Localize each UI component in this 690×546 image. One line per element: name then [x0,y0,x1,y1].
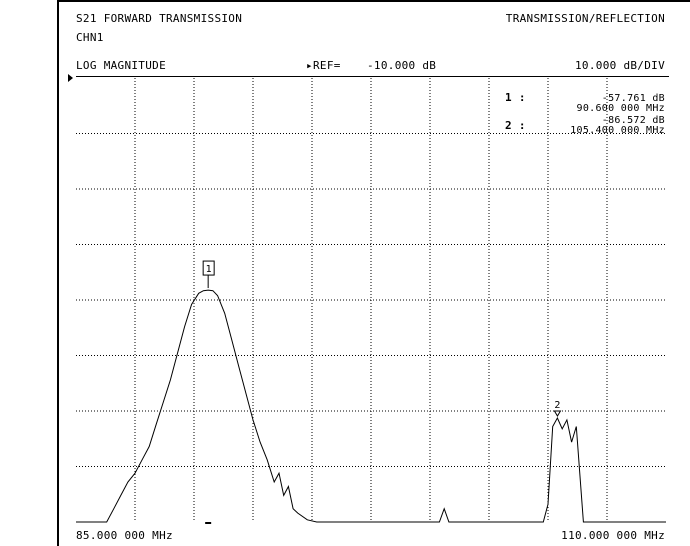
ref-value: -10.000 dB [367,59,437,72]
trace-line [76,289,666,523]
marker-2-number: 2 [554,400,560,411]
stop-frequency: 110.000 000 MHz [561,529,665,542]
marker-1-number: 1 [206,264,212,275]
marker-2-pointer [553,410,562,417]
marker-2-label: 2 : [505,119,526,132]
marker-1-label: 1 : [505,91,526,104]
marker-1-value: -57.761 dB [601,93,665,104]
header-separator [76,76,669,77]
title-left: S21 FORWARD TRANSMISSION [76,12,243,25]
marker-1-freq: 90.600 000 MHz [576,103,665,114]
format-label: LOG MAGNITUDE [76,59,166,72]
ref-label: REF= [313,59,341,72]
channel-label: CHN1 [76,31,104,44]
title-right: TRANSMISSION/REFLECTION [505,12,665,25]
frame-top-border [57,0,690,2]
ref-position-icon [68,74,73,82]
frame-left-border [57,0,59,546]
marker-2-freq: 105.400 000 MHz [570,125,665,136]
start-frequency: 85.000 000 MHz [76,529,173,542]
scale-label: 10.000 dB/DIV [575,59,665,72]
marker-2-value: -86.572 dB [601,115,665,126]
ref-arrow-icon: ▸ [306,59,313,72]
